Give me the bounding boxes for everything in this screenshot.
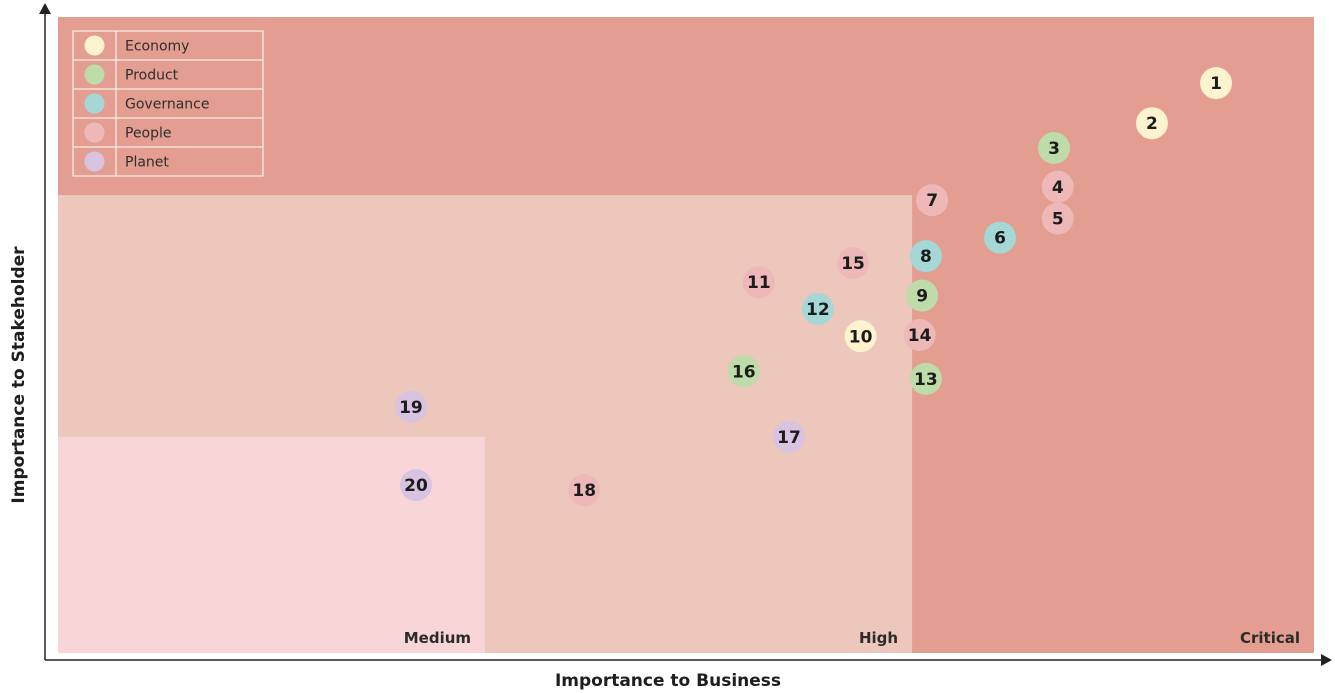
data-point: 5 bbox=[1041, 202, 1074, 235]
data-point-marker bbox=[772, 420, 805, 453]
data-point-marker bbox=[903, 319, 936, 351]
legend: Economy Product Governance People Planet bbox=[72, 30, 264, 177]
data-point-marker bbox=[1041, 170, 1074, 203]
legend-label: Planet bbox=[125, 155, 169, 171]
data-point-label: 13 bbox=[914, 370, 938, 390]
legend-border bbox=[72, 30, 264, 177]
data-point-marker bbox=[916, 184, 949, 217]
data-point-label: 5 bbox=[1052, 210, 1064, 230]
legend-swatch bbox=[84, 93, 105, 114]
data-point: 7 bbox=[916, 184, 949, 217]
data-point-marker bbox=[801, 292, 834, 325]
data-point: 8 bbox=[909, 240, 942, 273]
zone-label-high: High bbox=[859, 629, 898, 647]
data-point-label: 20 bbox=[404, 476, 428, 496]
zone-medium bbox=[58, 436, 486, 653]
data-point: 11 bbox=[742, 266, 775, 299]
data-point: 6 bbox=[984, 221, 1016, 254]
data-point-label: 18 bbox=[572, 481, 596, 501]
zones-layer bbox=[58, 17, 1314, 653]
legend-label: Economy bbox=[125, 39, 189, 55]
data-point-marker bbox=[399, 469, 432, 502]
data-point-marker bbox=[1038, 132, 1071, 165]
data-point: 12 bbox=[801, 292, 834, 325]
data-point-label: 6 bbox=[994, 229, 1006, 249]
legend-item: Product bbox=[84, 64, 179, 85]
legend-label: People bbox=[125, 126, 172, 142]
data-point-marker bbox=[1135, 107, 1168, 140]
data-point-label: 14 bbox=[908, 326, 932, 346]
legend-item: Governance bbox=[84, 93, 209, 114]
legend-label: Governance bbox=[125, 97, 209, 113]
data-point-marker bbox=[906, 279, 939, 312]
data-point-label: 12 bbox=[806, 300, 830, 320]
legend-swatch bbox=[84, 35, 105, 56]
data-point-marker bbox=[844, 320, 877, 353]
data-point-label: 1 bbox=[1210, 74, 1222, 94]
legend-swatch bbox=[84, 151, 105, 172]
legend-label: Product bbox=[125, 68, 179, 84]
legend-swatch bbox=[84, 64, 105, 85]
x-axis-title: Importance to Business bbox=[555, 671, 781, 691]
data-point-label: 19 bbox=[399, 398, 423, 418]
data-point: 10 bbox=[844, 320, 877, 353]
zone-labels-layer: Critical High Medium bbox=[404, 629, 1300, 647]
data-point-label: 4 bbox=[1052, 178, 1064, 198]
data-point-label: 17 bbox=[777, 428, 801, 448]
legend-item: Planet bbox=[84, 151, 169, 172]
data-point: 4 bbox=[1041, 170, 1074, 203]
data-point-marker bbox=[909, 362, 942, 395]
data-point-marker bbox=[837, 247, 870, 280]
data-point-label: 7 bbox=[926, 191, 938, 211]
data-point: 3 bbox=[1038, 132, 1071, 165]
data-point-marker bbox=[1041, 202, 1074, 235]
legend-swatch bbox=[84, 122, 105, 143]
legend-item: People bbox=[84, 122, 172, 143]
data-point: 19 bbox=[394, 390, 427, 423]
data-point-marker bbox=[742, 266, 775, 299]
data-point: 17 bbox=[772, 420, 805, 453]
data-point: 1 bbox=[1200, 67, 1233, 100]
data-point-label: 3 bbox=[1048, 139, 1060, 159]
data-point: 15 bbox=[837, 247, 870, 280]
data-point-label: 9 bbox=[916, 287, 928, 307]
data-point-label: 15 bbox=[841, 254, 865, 274]
zone-label-medium: Medium bbox=[404, 629, 471, 647]
data-point-label: 16 bbox=[732, 362, 756, 382]
x-axis-arrow-icon bbox=[1321, 654, 1332, 666]
y-axis-title: Importance to Stakeholder bbox=[9, 246, 29, 504]
data-point-label: 10 bbox=[849, 327, 873, 347]
data-point: 14 bbox=[903, 319, 936, 351]
data-point-marker bbox=[727, 355, 760, 388]
data-point-marker bbox=[568, 474, 601, 507]
data-point-marker bbox=[394, 390, 427, 423]
data-point-marker bbox=[1200, 67, 1233, 100]
data-point-marker bbox=[909, 240, 942, 273]
data-point-marker bbox=[984, 221, 1016, 254]
data-point: 16 bbox=[727, 355, 760, 388]
data-point-label: 2 bbox=[1146, 114, 1158, 134]
data-point: 13 bbox=[909, 362, 942, 395]
y-axis-arrow-icon bbox=[39, 3, 51, 14]
zone-label-critical: Critical bbox=[1240, 629, 1300, 647]
data-point: 2 bbox=[1135, 107, 1168, 140]
data-point: 20 bbox=[399, 469, 432, 502]
data-point: 18 bbox=[568, 474, 601, 507]
legend-item: Economy bbox=[84, 35, 189, 56]
data-point: 9 bbox=[906, 279, 939, 312]
axes-layer bbox=[39, 3, 1332, 666]
data-point-label: 8 bbox=[920, 247, 932, 267]
data-point-label: 11 bbox=[747, 273, 771, 293]
